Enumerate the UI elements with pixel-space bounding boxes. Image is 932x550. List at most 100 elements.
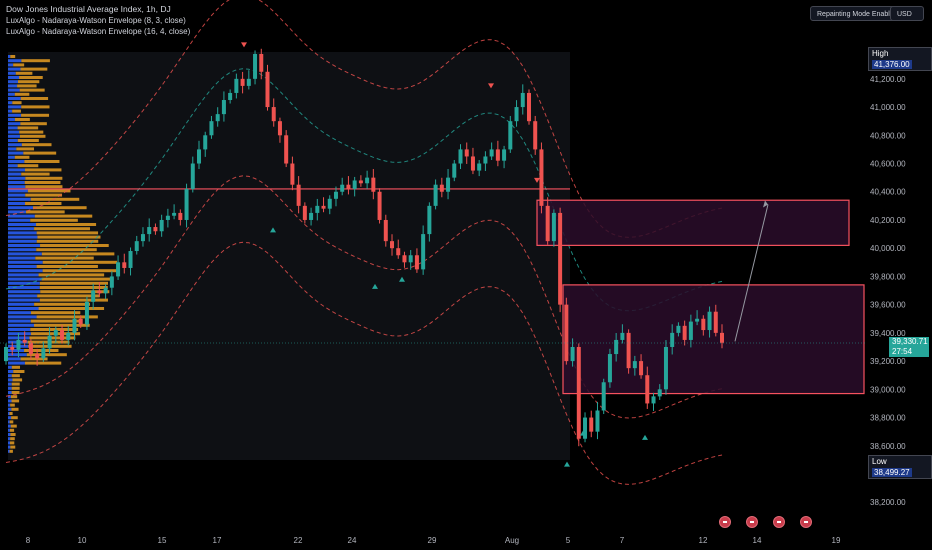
price-tick: 39,000.00: [870, 385, 906, 394]
candle-body: [583, 417, 588, 439]
volume-bar-sell: [9, 441, 15, 445]
candle-body: [109, 276, 114, 288]
volume-bar-sell: [35, 256, 94, 260]
candle-body: [458, 149, 463, 164]
volume-bar-sell: [42, 260, 118, 264]
volume-bar-sell: [34, 302, 90, 306]
volume-bar-buy: [8, 172, 22, 176]
volume-bar-sell: [37, 294, 100, 298]
candle-body: [302, 205, 307, 220]
time-tick: 10: [78, 536, 87, 545]
candle-body: [483, 156, 488, 164]
currency-button[interactable]: USD: [890, 6, 924, 21]
time-tick: 19: [832, 536, 841, 545]
candle-body: [477, 163, 482, 171]
volume-bar-sell: [24, 181, 61, 184]
volume-bar-buy: [8, 290, 41, 294]
time-tick: 5: [566, 536, 571, 545]
volume-bar-buy: [8, 80, 18, 84]
candle-body: [520, 92, 525, 108]
volume-bar-buy: [8, 155, 15, 159]
volume-bar-buy: [8, 176, 26, 180]
event-icon-3[interactable]: [773, 516, 785, 528]
indicator-2-label[interactable]: LuxAlgo - Nadaraya-Watson Envelope (16, …: [6, 27, 191, 36]
candle-body: [10, 346, 15, 350]
candle-body: [564, 304, 569, 362]
volume-bar-buy: [8, 63, 14, 67]
candle-body: [601, 382, 606, 411]
low-label-text: Low: [872, 457, 887, 466]
volume-bar-sell: [19, 130, 44, 134]
price-tick: 38,800.00: [870, 414, 906, 423]
volume-bar-sell: [10, 395, 18, 399]
volume-bar-buy: [8, 105, 22, 109]
volume-bar-buy: [8, 357, 21, 361]
candle-body: [159, 219, 164, 232]
candle-body: [84, 301, 89, 325]
event-icon-1[interactable]: [719, 516, 731, 528]
time-tick: 17: [213, 536, 222, 545]
candle-body: [122, 262, 127, 268]
volume-bar-sell: [11, 365, 21, 369]
time-tick: 14: [753, 536, 762, 545]
candle-body: [377, 191, 382, 220]
candle-body: [203, 135, 208, 150]
candle-body: [452, 163, 457, 178]
volume-bar-buy: [8, 349, 25, 352]
volume-bar-buy: [8, 428, 10, 432]
buy-signal-marker: [642, 434, 648, 440]
volume-bar-sell: [25, 168, 62, 172]
time-tick: 29: [428, 536, 437, 545]
volume-bar-sell: [14, 118, 30, 121]
candle-body: [22, 339, 27, 343]
volume-profile: [8, 55, 118, 453]
volume-bar-buy: [8, 449, 10, 453]
volume-bar-buy: [8, 130, 20, 134]
time-tick: 15: [158, 536, 167, 545]
volume-bar-sell: [19, 134, 46, 138]
volume-bar-sell: [12, 378, 23, 382]
volume-bar-sell: [12, 109, 21, 113]
repaint-mode-button[interactable]: Repainting Mode Enabled: [810, 6, 905, 21]
event-icon-2[interactable]: [746, 516, 758, 528]
buy-signal-marker: [580, 430, 586, 436]
candle-body: [390, 241, 395, 249]
price-tick: 40,200.00: [870, 216, 906, 225]
candle-body: [402, 255, 407, 263]
candle-body: [489, 149, 494, 157]
candle-body: [551, 212, 556, 242]
volume-bar-sell: [13, 370, 25, 373]
candle-body: [28, 342, 33, 355]
indicator-1-label[interactable]: LuxAlgo - Nadaraya-Watson Envelope (8, 3…: [6, 16, 186, 25]
volume-bar-buy: [8, 231, 37, 235]
candle-body: [595, 410, 600, 432]
volume-bar-sell: [40, 244, 109, 247]
volume-bar-buy: [8, 441, 10, 445]
volume-bar-sell: [21, 113, 50, 117]
volume-bar-sell: [20, 122, 47, 126]
time-axis[interactable]: 8 10 15 17 22 24 29 Aug 5 7 12 14 19: [26, 536, 841, 545]
zone-box: [562, 284, 865, 395]
candle-body: [172, 212, 177, 216]
volume-bar-buy: [8, 407, 12, 411]
candle-body: [371, 177, 376, 192]
volume-bar-sell: [21, 172, 50, 176]
candle-body: [346, 184, 351, 189]
sell-signal-marker: [241, 42, 247, 48]
volume-bar-sell: [12, 101, 22, 105]
volume-bar-buy: [8, 315, 37, 319]
candle-body: [589, 417, 594, 432]
volume-bar-buy: [8, 437, 11, 441]
event-icon-4[interactable]: [800, 516, 812, 528]
candle-body: [309, 212, 314, 220]
candle-body: [140, 234, 145, 242]
candle-body: [545, 205, 550, 242]
candle-body: [433, 184, 438, 206]
candle-body: [259, 54, 264, 72]
candle-body: [383, 219, 388, 242]
volume-bar-buy: [8, 374, 12, 378]
volume-bar-buy: [8, 55, 11, 58]
candle-body: [352, 180, 357, 189]
chart-legend: Dow Jones Industrial Average Index, 1h, …: [6, 4, 190, 37]
